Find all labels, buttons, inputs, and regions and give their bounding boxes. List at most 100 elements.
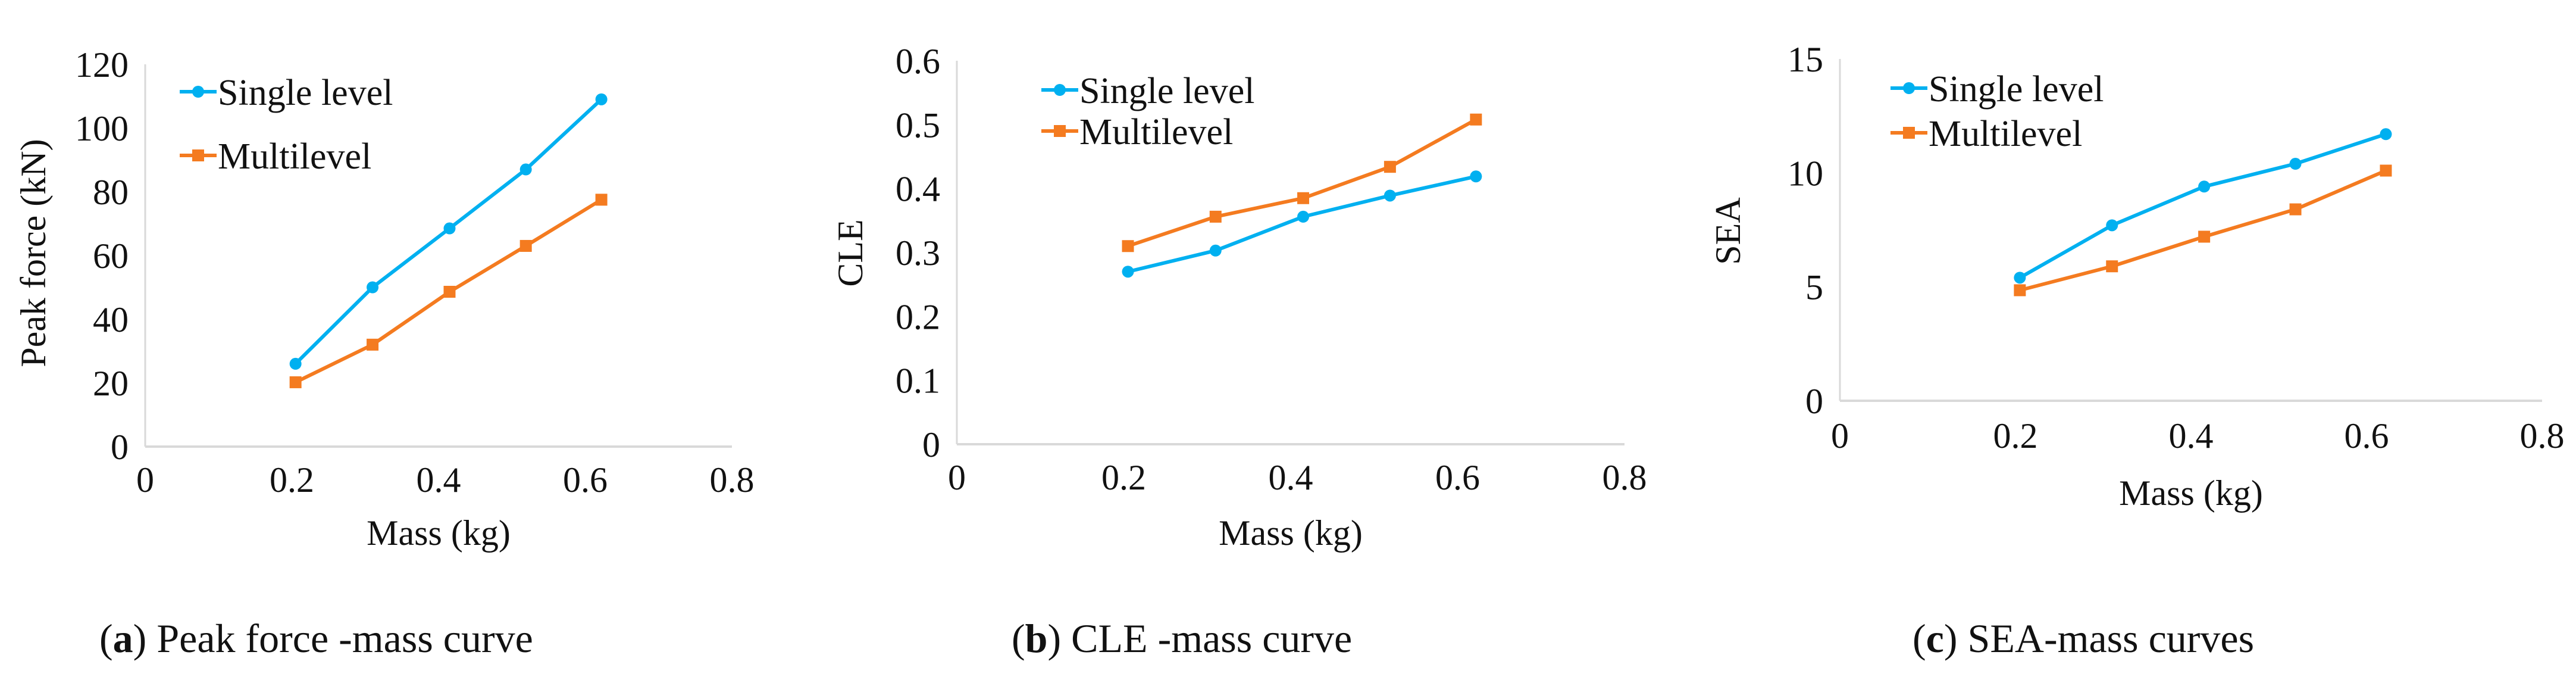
y-tick-label: 5: [1805, 268, 1823, 307]
series-line: [1127, 174, 1477, 274]
data-point: [1384, 161, 1396, 173]
caption-paren: ): [133, 616, 147, 661]
series-single-level: [2014, 128, 2392, 284]
data-point: [519, 163, 532, 176]
y-tick-label: 0.5: [896, 105, 940, 145]
data-point: [289, 376, 302, 388]
caption-text: SEA-mass curves: [1958, 616, 2255, 661]
caption-paren: ): [1944, 616, 1958, 661]
caption-letter: b: [1025, 616, 1048, 661]
y-tick-label: 0: [111, 428, 129, 467]
chart-a: 0 20 40 60 80 100 120 0 0.2 0.4 0.6 0.8 Mass (kg) Pea…: [14, 45, 755, 661]
y-tick-label: 60: [93, 236, 129, 276]
series-multilevel: [1122, 113, 1482, 252]
legend-marker: [1903, 127, 1915, 139]
x-axis-title: Mass (kg): [367, 513, 511, 553]
x-tick-label: 0.6: [2345, 416, 2389, 456]
legend-label: Multilevel: [218, 136, 371, 177]
caption-paren: ): [1047, 616, 1061, 661]
x-tick-label: 0.8: [1602, 458, 1647, 497]
x-tick-label: 0.8: [710, 460, 755, 500]
x-tick-label: 0.2: [270, 460, 314, 500]
y-axis-title: Peak force (kN): [14, 139, 53, 367]
legend-marker: [1054, 84, 1066, 96]
legend-label: Single level: [1929, 69, 2104, 110]
legend-marker: [1054, 125, 1066, 137]
x-tick-label: 0.6: [563, 460, 608, 500]
caption-text: CLE -mass curve: [1061, 616, 1352, 661]
data-point: [519, 239, 532, 252]
x-tick-label: 0: [1831, 416, 1849, 456]
data-point: [2106, 219, 2118, 232]
legend-entry: Single level: [1041, 71, 1254, 111]
data-point: [367, 338, 379, 351]
data-point: [595, 194, 608, 206]
legend-entry: Multilevel: [1041, 112, 1233, 152]
x-tick-label: 0.2: [1101, 458, 1146, 497]
x-axis-title: Mass (kg): [2119, 473, 2263, 513]
data-point: [1122, 266, 1134, 278]
y-axis-title: CLE: [831, 219, 870, 286]
caption-paren: (: [1913, 616, 1926, 661]
legend-marker: [192, 86, 204, 98]
x-tick-label: 0: [136, 460, 154, 500]
data-point: [2380, 164, 2392, 177]
data-point: [1470, 170, 1482, 183]
data-point: [1209, 210, 1222, 223]
y-tick-label: 0.3: [896, 233, 940, 273]
x-tick-label: 0.4: [1269, 458, 1313, 497]
series-single-level: [1122, 170, 1482, 278]
legend-label: Multilevel: [1079, 112, 1233, 152]
x-tick-label: 0.4: [417, 460, 461, 500]
caption-letter: c: [1926, 616, 1944, 661]
y-tick-label: 0: [922, 425, 940, 464]
data-point: [2289, 203, 2302, 216]
legend-label: Multilevel: [1929, 114, 2082, 154]
y-tick-label: 0: [1805, 382, 1823, 421]
y-tick-label: 120: [75, 45, 129, 85]
figure-caption: (a) Peak force -mass curve: [99, 616, 533, 661]
data-point: [2014, 284, 2026, 297]
legend-entry: Multilevel: [180, 136, 371, 177]
data-point: [443, 222, 456, 235]
data-point: [595, 93, 608, 105]
y-tick-label: 40: [93, 300, 129, 339]
data-point: [2198, 180, 2211, 193]
legend-label: Single level: [218, 73, 393, 113]
legend-entry: Single level: [180, 73, 393, 113]
series-multilevel: [2014, 164, 2392, 297]
data-point: [367, 281, 379, 294]
legend-entry: Multilevel: [1890, 114, 2082, 154]
y-tick-label: 0.2: [896, 297, 940, 336]
caption-letter: a: [113, 616, 133, 661]
y-tick-label: 0.4: [896, 170, 940, 209]
data-point: [443, 285, 456, 298]
y-tick-label: 0.1: [896, 361, 940, 401]
series-single-level: [289, 93, 608, 370]
data-point: [1297, 210, 1310, 223]
data-point: [2289, 158, 2302, 170]
data-point: [2380, 128, 2392, 141]
x-tick-label: 0: [948, 458, 966, 497]
x-tick-label: 0.6: [1435, 458, 1480, 497]
x-tick-label: 0.8: [2520, 416, 2565, 456]
figure-caption: (b) CLE -mass curve: [1012, 616, 1352, 661]
data-point: [1297, 192, 1310, 204]
data-point: [2106, 260, 2118, 273]
chart-c: 0 5 10 15 0 0.2 0.4 0.6 0.8 Mass (kg) SEA Single le…: [1708, 40, 2565, 661]
data-point: [1209, 244, 1222, 257]
caption-paren: (: [99, 616, 113, 661]
y-tick-label: 20: [93, 364, 129, 403]
data-point: [1384, 189, 1396, 202]
series-line: [2018, 132, 2387, 279]
data-point: [2198, 230, 2211, 243]
y-tick-label: 15: [1788, 40, 1823, 79]
chart-b: 0 0.1 0.2 0.3 0.4 0.5 0.6 0 0.2 0.4 0.6 0.8 Mass (kg…: [831, 42, 1647, 661]
series-multilevel: [289, 194, 608, 388]
data-point: [1122, 240, 1134, 252]
figure-caption: (c) SEA-mass curves: [1913, 616, 2254, 661]
x-tick-label: 0.4: [2169, 416, 2214, 456]
legend-label: Single level: [1079, 71, 1254, 111]
legend-marker: [192, 149, 204, 161]
